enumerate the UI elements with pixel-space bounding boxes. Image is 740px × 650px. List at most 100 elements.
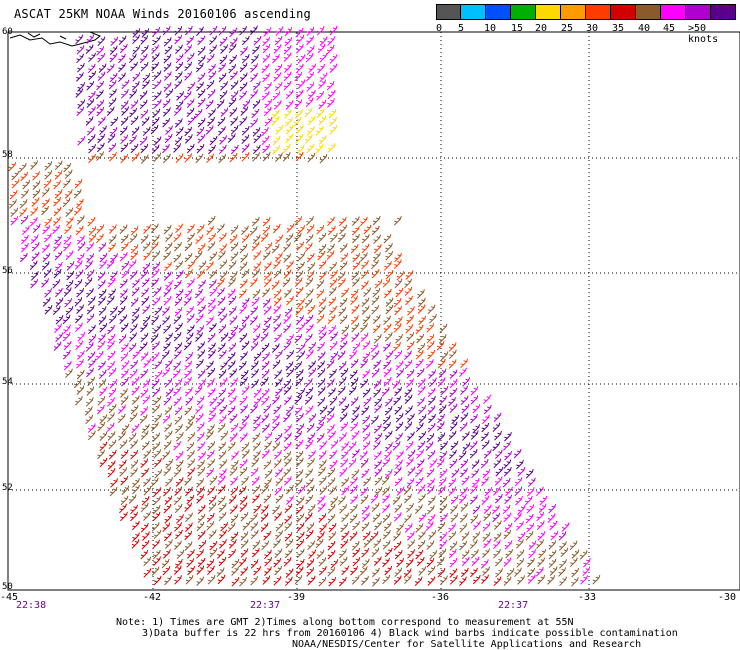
wind-barb: [163, 271, 172, 281]
wind-barb: [295, 439, 304, 450]
lon-label-minus36: -36: [431, 592, 450, 603]
wind-barb: [130, 459, 139, 470]
wind-barb: [174, 503, 183, 514]
wind-barb: [339, 556, 348, 567]
wind-barb: [273, 269, 282, 279]
wind-barb: [425, 441, 434, 451]
wind-barb: [304, 242, 313, 253]
wind-barb: [385, 350, 394, 361]
wind-barb: [154, 413, 163, 423]
wind-barb: [547, 513, 556, 523]
wind-barb: [250, 521, 259, 531]
wind-barb: [120, 475, 129, 486]
wind-barb: [297, 350, 306, 361]
wind-barb: [283, 385, 292, 395]
wind-barb: [130, 61, 138, 72]
wind-barb: [392, 379, 401, 389]
wind-barb: [264, 566, 272, 576]
wind-barb: [251, 216, 260, 227]
wind-barb: [374, 467, 383, 477]
wind-barb: [251, 297, 260, 307]
wind-barb: [429, 458, 438, 469]
wind-barb: [129, 369, 138, 379]
wind-barb: [230, 377, 238, 388]
wind-barb: [418, 431, 427, 441]
wind-barb: [283, 341, 292, 351]
wind-barb: [448, 342, 457, 352]
wind-barb: [163, 82, 172, 92]
wind-barb: [153, 496, 161, 506]
wind-barb: [196, 143, 205, 154]
wind-barb: [217, 116, 226, 127]
wind-barb: [271, 109, 280, 119]
wind-barb: [263, 530, 272, 541]
wind-barb: [208, 144, 216, 155]
wind-barb: [428, 396, 436, 406]
wind-barb: [449, 575, 458, 585]
wind-barb: [294, 395, 303, 405]
wind-barb: [206, 378, 215, 388]
wind-barb: [229, 315, 238, 326]
wind-barb: [404, 523, 413, 533]
lon-label-minus45: -45: [0, 592, 19, 603]
wind-barb: [73, 188, 82, 199]
wind-barb: [307, 575, 316, 586]
wind-barb: [327, 540, 336, 551]
wind-barb: [99, 431, 108, 441]
wind-barb: [44, 170, 53, 180]
wind-barb: [107, 460, 116, 470]
wind-barb: [284, 576, 293, 587]
wind-barb: [106, 63, 115, 74]
wind-barb: [405, 295, 413, 306]
wind-barb: [109, 52, 118, 63]
wind-barb: [427, 450, 436, 460]
wind-barb: [217, 484, 226, 495]
wind-barb: [415, 467, 423, 478]
wind-barb: [503, 576, 512, 586]
wind-barb: [142, 395, 151, 405]
wind-barb: [328, 531, 337, 541]
wind-barb: [174, 79, 183, 90]
wind-barb: [318, 325, 327, 335]
wind-barb: [274, 548, 283, 559]
wind-barb: [317, 378, 326, 388]
wind-barb: [262, 72, 271, 83]
wind-barb: [250, 72, 258, 83]
wind-barb: [393, 259, 402, 269]
wind-barb: [395, 421, 404, 432]
wind-barb: [527, 574, 536, 584]
wind-barb: [449, 558, 458, 568]
map-title: ASCAT 25KM NOAA Winds 20160106 ascending: [14, 7, 311, 21]
wind-barb: [98, 378, 107, 388]
wind-barb: [493, 549, 501, 559]
coastline: [9, 31, 101, 47]
wind-barb: [186, 442, 195, 452]
wind-barb: [209, 287, 218, 297]
wind-barb: [206, 449, 215, 460]
wind-barb: [307, 458, 315, 468]
wind-barb: [393, 512, 402, 522]
wind-barb: [241, 340, 250, 351]
wind-barb: [183, 296, 192, 306]
wind-barb: [87, 91, 96, 101]
wind-barb: [395, 413, 404, 423]
wind-barb: [208, 108, 216, 118]
wind-barb: [218, 324, 227, 334]
wind-barb: [329, 368, 337, 379]
wind-barb: [206, 467, 215, 478]
wind-barb: [240, 253, 249, 263]
wind-barb: [217, 306, 226, 317]
wind-barb: [547, 575, 556, 585]
wind-barb: [97, 449, 105, 460]
wind-barb: [450, 494, 459, 505]
wind-barb: [185, 486, 193, 497]
wind-barb: [263, 277, 272, 288]
wind-barb: [316, 289, 325, 299]
wind-barb: [65, 368, 73, 379]
wind-barb: [87, 63, 96, 74]
lon-label-minus33: -33: [578, 592, 597, 603]
wind-barb: [418, 493, 426, 504]
legend-swatch: [611, 4, 636, 20]
wind-barb: [304, 378, 313, 388]
legend-label: 35: [612, 23, 625, 34]
